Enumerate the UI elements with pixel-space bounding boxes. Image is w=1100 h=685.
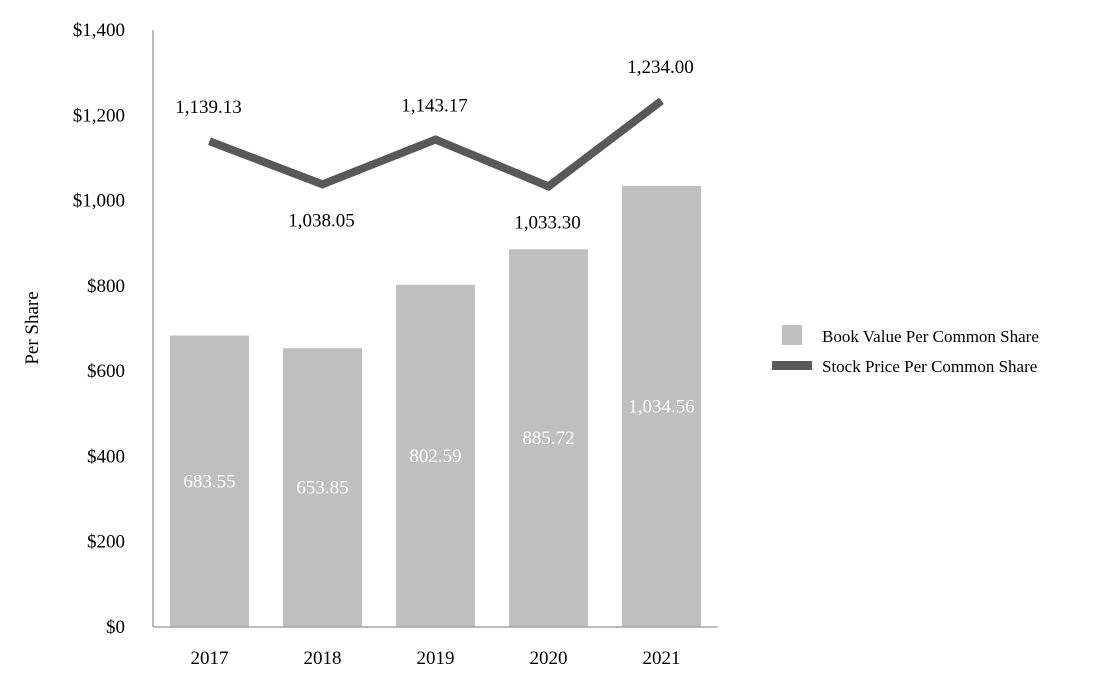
y-tick-label: $1,000 bbox=[73, 191, 125, 212]
legend-label-book-value: Book Value Per Common Share bbox=[822, 327, 1039, 346]
y-tick-label: $200 bbox=[87, 532, 125, 553]
line-data-label: 1,139.13 bbox=[175, 97, 242, 118]
line-labels-layer: 1,139.13 1,038.05 1,143.17 1,033.30 1,234.00 bbox=[175, 57, 694, 234]
line-point-stock-price bbox=[661, 100, 662, 102]
line-data-label: 1,033.30 bbox=[514, 212, 581, 233]
line-data-label: 1,234.00 bbox=[627, 57, 694, 78]
bar-book-value bbox=[622, 185, 701, 628]
y-tick-label: $600 bbox=[87, 361, 125, 382]
line-point-stock-price bbox=[322, 183, 323, 185]
legend: Book Value Per Common Share Stock Price … bbox=[772, 325, 1039, 376]
bar-data-label: 802.59 bbox=[409, 446, 461, 467]
y-tick-label: $0 bbox=[106, 617, 125, 638]
axes-layer bbox=[152, 30, 718, 628]
line-data-label: 1,143.17 bbox=[401, 96, 468, 117]
bar-data-label: 683.55 bbox=[183, 471, 235, 492]
x-tick-label: 2018 bbox=[304, 648, 342, 669]
y-axis-title: Per Share bbox=[22, 291, 43, 364]
line-data-label: 1,038.05 bbox=[288, 210, 355, 231]
y-tick-label: $400 bbox=[87, 446, 125, 467]
line-layer bbox=[208, 97, 664, 191]
y-tick-label: $1,200 bbox=[73, 105, 125, 126]
bar-book-value bbox=[283, 348, 362, 627]
y-tick-label: $800 bbox=[87, 276, 125, 297]
x-tick-label: 2021 bbox=[643, 648, 681, 669]
line-point-stock-price bbox=[548, 185, 549, 187]
line-point-stock-price bbox=[209, 140, 210, 142]
x-tick-labels: 2017 2018 2019 2020 2021 bbox=[191, 648, 681, 669]
x-tick-label: 2019 bbox=[417, 648, 455, 669]
y-tick-labels: $0 $200 $400 $600 $800 $1,000 $1,200 $1,400 bbox=[73, 20, 125, 638]
bar-data-label: 885.72 bbox=[522, 428, 574, 449]
x-tick-label: 2017 bbox=[191, 648, 229, 669]
legend-label-stock-price: Stock Price Per Common Share bbox=[822, 357, 1037, 376]
bar-data-label: 1,034.56 bbox=[628, 396, 695, 417]
legend-swatch-book-value bbox=[782, 325, 802, 345]
bar-book-value bbox=[509, 249, 588, 627]
y-tick-label: $1,400 bbox=[73, 20, 125, 41]
x-tick-label: 2020 bbox=[530, 648, 568, 669]
bar-data-label: 653.85 bbox=[296, 478, 348, 499]
bars-layer bbox=[170, 185, 701, 628]
bar-book-value bbox=[170, 335, 249, 627]
bar-book-value bbox=[396, 284, 475, 627]
bar-labels-layer: 683.55 653.85 802.59 885.72 1,034.56 bbox=[183, 396, 694, 498]
legend-swatch-stock-price bbox=[772, 361, 812, 370]
line-point-stock-price bbox=[435, 139, 436, 141]
